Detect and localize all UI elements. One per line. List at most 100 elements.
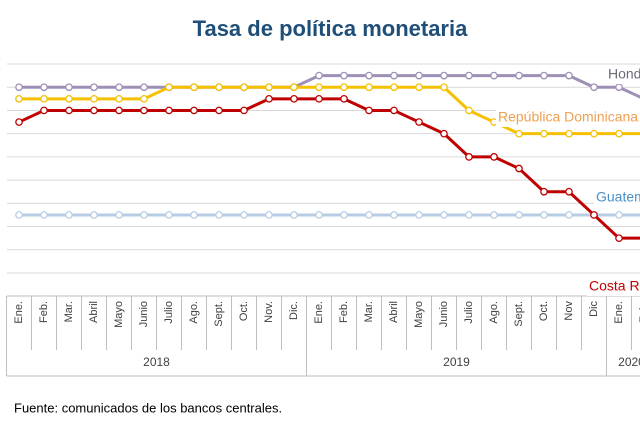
point-marker (540, 187, 548, 196)
x-tick-label: Abril (88, 301, 100, 323)
point-marker (90, 83, 98, 92)
point-marker (340, 94, 348, 103)
point-marker (15, 211, 23, 219)
point-marker (540, 211, 548, 219)
group-label: 2019 (443, 355, 470, 369)
point-marker (390, 106, 398, 115)
x-tick-label: Ago. (488, 301, 500, 324)
series-line (19, 85, 640, 136)
series-label: Guatemala (596, 189, 640, 205)
x-tick-label: Ene. (313, 301, 325, 324)
point-marker (565, 211, 573, 219)
point-marker (465, 106, 473, 115)
point-marker (190, 106, 198, 115)
point-marker (190, 83, 198, 92)
x-tick-label: Nov (563, 301, 575, 321)
point-marker (165, 106, 173, 115)
point-marker (515, 164, 523, 173)
x-tick-label: Oct. (238, 301, 250, 321)
point-marker (590, 129, 598, 138)
series-line (18, 97, 640, 240)
point-marker (540, 129, 548, 138)
x-tick-label: Ene. (613, 301, 625, 324)
x-tick-label: Feb. (338, 301, 350, 323)
x-tick-label: Sept. (213, 301, 225, 327)
x-tick-label: Sept. (513, 301, 525, 327)
point-marker (40, 211, 48, 219)
point-marker (290, 94, 298, 103)
point-marker (90, 211, 98, 219)
point-marker (140, 106, 148, 115)
point-marker (565, 129, 573, 138)
point-marker (390, 211, 398, 219)
x-tick-label: Mayo (113, 301, 125, 328)
x-tick-label: Mayo (413, 301, 425, 328)
point-marker (65, 94, 73, 103)
x-tick-label: Ene. (13, 301, 25, 324)
point-marker (365, 71, 373, 80)
x-tick-label: Ago. (188, 301, 200, 324)
series-label: República Dominicana (498, 109, 638, 125)
point-marker (265, 94, 273, 103)
point-marker (565, 187, 573, 196)
x-tick-label: Mar. (363, 301, 375, 322)
point-marker (365, 83, 373, 92)
point-marker (490, 153, 498, 161)
point-marker (340, 211, 348, 219)
point-marker (290, 83, 298, 92)
series-line (19, 74, 640, 99)
point-marker (290, 211, 298, 219)
point-marker (515, 211, 523, 219)
point-marker (440, 83, 448, 92)
chart-title: Tasa de política monetaria (193, 16, 468, 41)
point-marker (265, 83, 273, 92)
point-marker (65, 106, 73, 115)
point-marker (515, 71, 523, 80)
point-marker (215, 83, 223, 92)
point-marker (65, 211, 73, 219)
point-marker (15, 83, 23, 92)
point-marker (615, 234, 623, 243)
point-marker (565, 71, 573, 80)
point-marker (315, 83, 323, 92)
point-marker (615, 211, 623, 219)
x-tick-label: Dic (588, 301, 600, 317)
point-marker (240, 211, 248, 219)
point-marker (590, 211, 598, 219)
point-marker (90, 106, 98, 115)
point-marker (465, 71, 473, 80)
point-marker (415, 71, 423, 80)
point-marker (240, 83, 248, 92)
point-marker (615, 83, 623, 92)
point-marker (15, 118, 23, 126)
point-marker (315, 71, 323, 80)
point-marker (340, 83, 348, 92)
point-marker (115, 106, 123, 115)
point-marker (65, 83, 73, 92)
point-marker (465, 153, 473, 161)
point-marker (615, 129, 623, 138)
x-tick-label: Mar. (63, 301, 75, 322)
point-marker (365, 211, 373, 219)
x-tick-label: Abril (388, 301, 400, 323)
point-marker (540, 71, 548, 80)
x-tick-label: Oct. (538, 301, 550, 321)
x-tick-label: Junio (438, 301, 450, 327)
point-marker (15, 94, 23, 103)
x-tick-label: Nov. (263, 301, 275, 323)
point-marker (415, 83, 423, 92)
point-marker (415, 118, 423, 126)
point-marker (440, 129, 448, 138)
point-marker (440, 71, 448, 80)
point-marker (40, 94, 48, 103)
point-marker (190, 211, 198, 219)
point-marker (140, 211, 148, 219)
point-marker (140, 83, 148, 92)
point-marker (515, 129, 523, 138)
label-bg (587, 278, 640, 296)
point-marker (40, 83, 48, 92)
point-marker (240, 106, 248, 115)
point-marker (440, 211, 448, 219)
point-marker (265, 211, 273, 219)
